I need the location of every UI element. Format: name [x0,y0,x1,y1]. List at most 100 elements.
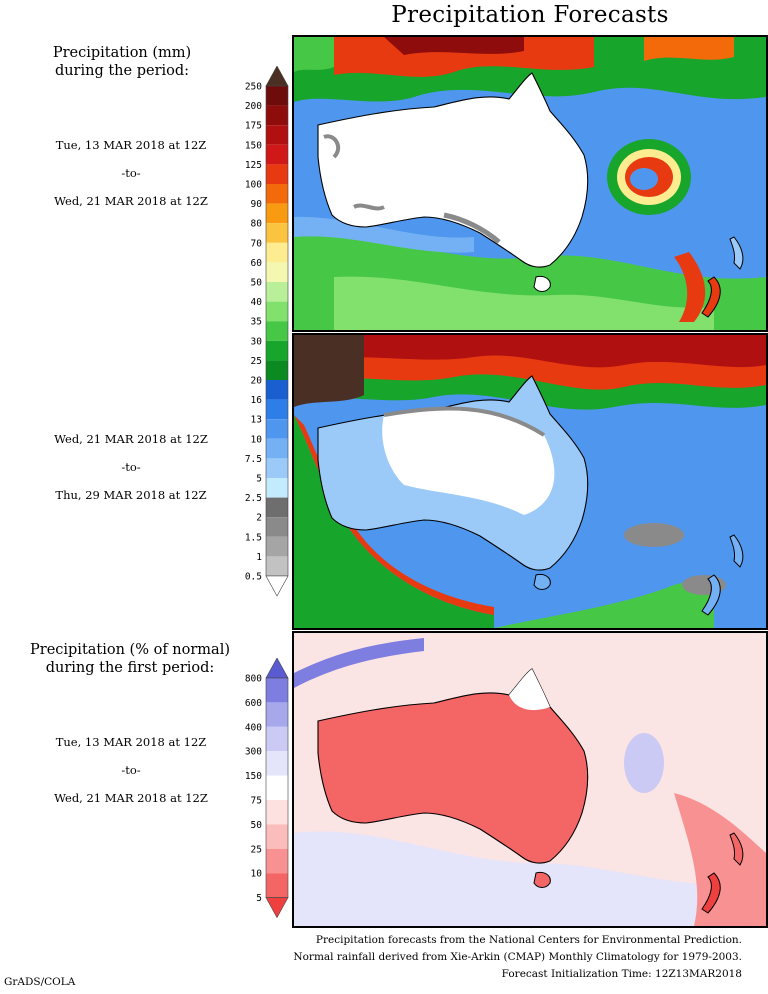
credits-line1: Precipitation forecasts from the Nationa… [315,934,742,946]
page-title: Precipitation Forecasts [391,2,669,28]
precip-pct-colorbar-segment [266,848,288,874]
precip-mm-colorbar-tick-label: 175 [245,121,262,132]
period2-start: Wed, 21 MAR 2018 at 12Z [54,432,208,446]
precip-pct-colorbar-tick-label: 75 [251,796,262,807]
precip-mm-heading-line1: Precipitation (mm) [52,45,192,61]
precip-mm-colorbar-segment [266,340,288,361]
precip-pct-colorbar: 800 600 400 300 150 75 50 25 10 5 [238,657,298,919]
precip-pct-heading-line1: Precipitation (% of normal) [30,642,230,658]
precip-pct-colorbar-tick-label: 50 [251,820,263,831]
precip-mm-colorbar-segment [266,458,288,478]
precip-pct-colorbar-tick-label: 25 [251,844,262,855]
precip-mm-colorbar-segment [266,242,288,263]
precip-pct-colorbar-tick-label: 800 [245,674,262,685]
precip-mm-colorbar-tick-label: 200 [245,101,262,112]
period1-start: Tue, 13 MAR 2018 at 12Z [55,138,207,152]
precip-mm-colorbar-segment [266,497,288,518]
precip-pct-colorbar-tick-label: 5 [256,893,262,904]
precip-mm-colorbar-top-arrow [265,65,289,87]
precip-pct-colorbar-segment [266,678,288,703]
precip-mm-colorbar-tick-label: 150 [245,140,262,151]
precip-mm-colorbar-tick-label: 50 [251,278,263,289]
precip-mm-colorbar-segment [266,262,288,282]
map-panel-period2 [292,333,768,630]
precip-mm-colorbar-tick-label: 10 [251,434,263,445]
precip-pct-colorbar-segment [266,775,288,800]
precip-mm-colorbar-segment [266,438,288,459]
precip-pct-colorbar-segment [266,726,288,752]
precip-mm-colorbar-segment [266,223,288,243]
precip-mm-colorbar-segment [266,399,288,420]
period3-end: Wed, 21 MAR 2018 at 12Z [54,791,208,805]
precip-mm-colorbar-segment [266,164,288,184]
precip-pct-colorbar-segment [266,800,288,825]
precip-mm-colorbar-tick-label: 20 [251,376,263,387]
precip-mm-colorbar-tick-label: 7.5 [245,454,262,465]
precip-pct-colorbar-tick-label: 600 [245,698,262,709]
precip-pct-colorbar-segment [266,702,288,727]
precip-mm-colorbar-bottom-arrow [265,575,289,597]
precip-mm-colorbar-segment [266,419,288,439]
precip-mm-colorbar-tick-label: 0.5 [245,572,262,583]
period2-end: Thu, 29 MAR 2018 at 12Z [55,488,207,502]
precip-mm-colorbar-tick-label: 16 [251,395,263,406]
precip-mm-colorbar-tick-label: 5 [256,474,262,485]
credits: Precipitation forecasts from the Nationa… [293,932,742,983]
period3-sep: -to- [121,763,141,777]
map-panel-percent-normal [292,631,768,928]
precip-pct-colorbar-segment [266,751,288,776]
precip-mm-colorbar-segment [266,321,288,341]
precip-mm-colorbar-tick-label: 125 [245,160,262,171]
precip-pct-colorbar-tick-label: 300 [245,747,262,758]
precip-mm-colorbar-tick-label: 1.5 [245,532,262,543]
precip-mm-colorbar-tick-label: 70 [251,238,263,249]
precip-mm-colorbar-segment [266,301,288,322]
map-percent-normal [294,633,766,926]
period1-end: Wed, 21 MAR 2018 at 12Z [54,194,208,208]
precip-mm-heading: Precipitation (mm) during the period: [22,44,222,80]
precip-mm-heading-line2: during the period: [54,63,190,79]
precip-mm-colorbar-segment [266,184,288,204]
precip-mm-colorbar-tick-label: 2 [256,513,262,524]
precip-mm-colorbar-tick-label: 100 [245,180,262,191]
precip-pct-colorbar-bottom-arrow [265,897,289,919]
precip-pct-colorbar-tick-label: 10 [251,869,263,880]
map-panel-period1 [292,35,768,332]
credits-line3: Forecast Initialization Time: 12Z13MAR20… [501,968,742,980]
period2-sep: -to- [121,460,141,474]
precip-mm-colorbar-segment [266,556,288,576]
precip-mm-colorbar-svg: 2502001751501251009080706050403530252016… [245,65,289,597]
precip-pct-colorbar-tick-label: 400 [245,722,262,733]
precip-mm-colorbar-segment [266,125,288,145]
precip-pct-colorbar-top-arrow [265,657,289,679]
precip-mm-colorbar-tick-label: 40 [251,297,263,308]
precip-mm-colorbar-segment [266,517,288,537]
precip-mm-colorbar-tick-label: 30 [251,336,263,347]
precip-pct-colorbar-tick-label: 150 [245,771,262,782]
precip-mm-colorbar-segment [266,144,288,165]
precip-mm-colorbar-tick-label: 35 [251,317,262,328]
grads-credit: GrADS/COLA [4,976,76,988]
precip-mm-colorbar-segment [266,203,288,224]
period1-sep: -to- [121,166,141,180]
map-period2 [294,335,766,628]
precip-pct-heading: Precipitation (% of normal) during the f… [10,641,250,677]
credits-line2: Normal rainfall derived from Xie-Arkin (… [293,951,742,963]
precip-pct-colorbar-svg: 800 600 400 300 150 75 50 25 10 5 [245,657,289,919]
precip-mm-colorbar: 250 200 175 150 125 100 90 80 70 60 50 40 35 30 25 20 16… [238,65,298,606]
precip-mm-colorbar-tick-label: 13 [251,415,262,426]
precip-mm-colorbar-segment [266,282,288,302]
precip-mm-colorbar-tick-label: 90 [251,199,263,210]
period3-start: Tue, 13 MAR 2018 at 12Z [55,735,207,749]
precip-mm-colorbar-tick-label: 25 [251,356,262,367]
precip-pct-colorbar-segment [266,873,288,898]
precip-mm-colorbar-tick-label: 80 [251,219,263,230]
precip-mm-colorbar-segment [266,536,288,557]
precip-mm-colorbar-segment [266,478,288,498]
precip-pct-heading-line2: during the first period: [45,660,215,676]
precip-mm-colorbar-segment [266,380,288,400]
precip-mm-colorbar-tick-label: 1 [256,552,262,563]
map-period1 [294,37,766,330]
precip-mm-colorbar-segment [266,360,288,380]
precip-mm-colorbar-tick-label: 250 [245,82,262,93]
